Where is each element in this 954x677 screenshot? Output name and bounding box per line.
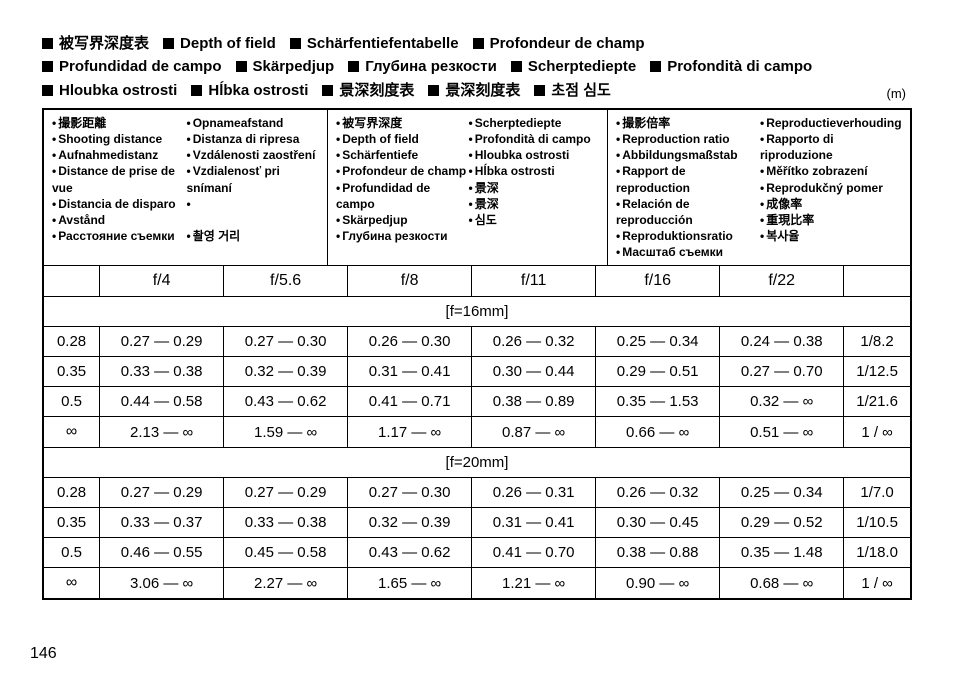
aperture-header: f/5.6 [224, 266, 348, 297]
dof-cell: 0.31 — 0.41 [472, 508, 596, 538]
aperture-header: f/16 [596, 266, 720, 297]
title-block: 被写界深度表 Depth of field Schärfentiefentabe… [42, 32, 912, 102]
title-row-2: Hloubka ostrosti Hĺbka ostrosti 景深刻度表 景深… [42, 79, 912, 102]
dof-cell: 0.44 — 0.58 [100, 387, 224, 417]
dof-cell: 0.29 — 0.52 [720, 508, 844, 538]
dof-cell: 0.32 — ∞ [720, 387, 844, 417]
dof-cell: 1.59 — ∞ [224, 417, 348, 448]
dof-cell: 0.27 — 0.30 [348, 478, 472, 508]
page-number: 146 [30, 645, 57, 663]
dof-cell: 0.41 — 0.70 [472, 538, 596, 568]
dof-cell: 0.35 — 1.48 [720, 538, 844, 568]
title-row-1: Profundidad de campo Skärpedjup Глубина … [42, 55, 912, 78]
dof-cell: 0.41 — 0.71 [348, 387, 472, 417]
dof-cell: 0.24 — 0.38 [720, 327, 844, 357]
dof-cell: 0.66 — ∞ [596, 417, 720, 448]
aperture-header: f/4 [100, 266, 224, 297]
dof-cell: 0.26 — 0.30 [348, 327, 472, 357]
dof-table-frame: 撮影距離Shooting distance AufnahmedistanzDis… [42, 108, 912, 601]
dof-cell: 0.30 — 0.44 [472, 357, 596, 387]
dof-cell: 0.68 — ∞ [720, 568, 844, 599]
distance-cell: 0.35 [44, 508, 100, 538]
dof-cell: 0.51 — ∞ [720, 417, 844, 448]
dof-cell: 0.25 — 0.34 [596, 327, 720, 357]
ratio-cell: 1 / ∞ [844, 417, 910, 448]
dof-cell: 0.27 — 0.29 [100, 327, 224, 357]
distance-cell: ∞ [44, 417, 100, 448]
dof-cell: 0.43 — 0.62 [348, 538, 472, 568]
focal-length-section: [f=16mm] [44, 297, 910, 327]
dof-cell: 0.35 — 1.53 [596, 387, 720, 417]
dof-cell: 1.17 — ∞ [348, 417, 472, 448]
dof-cell: 0.25 — 0.34 [720, 478, 844, 508]
dof-cell: 0.26 — 0.32 [596, 478, 720, 508]
dof-cell: 0.26 — 0.32 [472, 327, 596, 357]
ratio-cell: 1/10.5 [844, 508, 910, 538]
dof-cell: 1.65 — ∞ [348, 568, 472, 599]
ratio-cell: 1/18.0 [844, 538, 910, 568]
dof-cell: 0.43 — 0.62 [224, 387, 348, 417]
dof-cell: 2.27 — ∞ [224, 568, 348, 599]
title-row-0: 被写界深度表 Depth of field Schärfentiefentabe… [42, 32, 912, 55]
dof-cell: 0.30 — 0.45 [596, 508, 720, 538]
aperture-header: f/8 [348, 266, 472, 297]
ratio-cell: 1/8.2 [844, 327, 910, 357]
dof-cell: 0.27 — 0.70 [720, 357, 844, 387]
distance-cell: 0.28 [44, 327, 100, 357]
focal-length-section: [f=20mm] [44, 448, 910, 478]
dof-cell: 0.38 — 0.88 [596, 538, 720, 568]
aperture-header: f/22 [720, 266, 844, 297]
distance-cell: 0.5 [44, 387, 100, 417]
dof-cell: 0.27 — 0.30 [224, 327, 348, 357]
dof-cell: 0.90 — ∞ [596, 568, 720, 599]
dof-cell: 1.21 — ∞ [472, 568, 596, 599]
dof-cell: 0.26 — 0.31 [472, 478, 596, 508]
dof-cell: 0.38 — 0.89 [472, 387, 596, 417]
ratio-cell: 1 / ∞ [844, 568, 910, 599]
dof-cell: 0.27 — 0.29 [100, 478, 224, 508]
dof-cell: 0.32 — 0.39 [224, 357, 348, 387]
dof-cell: 0.31 — 0.41 [348, 357, 472, 387]
ratio-cell: 1/12.5 [844, 357, 910, 387]
distance-cell: ∞ [44, 568, 100, 599]
distance-cell: 0.5 [44, 538, 100, 568]
ratio-cell: 1/7.0 [844, 478, 910, 508]
distance-cell: 0.35 [44, 357, 100, 387]
dof-cell: 2.13 — ∞ [100, 417, 224, 448]
dof-cell: 0.46 — 0.55 [100, 538, 224, 568]
multilang-header: 撮影距離Shooting distance AufnahmedistanzDis… [44, 110, 910, 267]
dof-table: f/4f/5.6f/8f/11f/16f/22[f=16mm]0.280.27 … [44, 266, 910, 598]
aperture-header: f/11 [472, 266, 596, 297]
dof-cell: 0.33 — 0.38 [100, 357, 224, 387]
dof-cell: 0.33 — 0.38 [224, 508, 348, 538]
dof-cell: 0.29 — 0.51 [596, 357, 720, 387]
dof-cell: 0.27 — 0.29 [224, 478, 348, 508]
dof-cell: 0.45 — 0.58 [224, 538, 348, 568]
dof-cell: 0.33 — 0.37 [100, 508, 224, 538]
ratio-cell: 1/21.6 [844, 387, 910, 417]
dof-cell: 0.87 — ∞ [472, 417, 596, 448]
dof-cell: 3.06 — ∞ [100, 568, 224, 599]
unit-label: (m) [887, 86, 907, 101]
dof-cell: 0.32 — 0.39 [348, 508, 472, 538]
distance-cell: 0.28 [44, 478, 100, 508]
